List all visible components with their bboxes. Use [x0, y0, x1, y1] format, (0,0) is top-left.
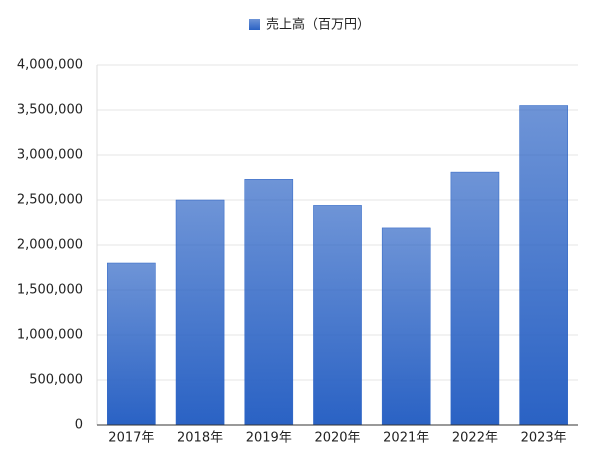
bar: [107, 262, 156, 426]
y-tick-label: 2,500,000: [17, 193, 83, 208]
y-tick-label: 2,000,000: [17, 238, 83, 253]
y-tick-label: 1,000,000: [17, 328, 83, 343]
bar: [313, 205, 362, 426]
y-tick-label: 0: [75, 418, 83, 433]
bar: [519, 105, 568, 426]
legend-label: 売上高（百万円）: [266, 17, 370, 33]
y-tick-label: 3,500,000: [17, 103, 83, 118]
y-tick-label: 500,000: [29, 373, 83, 388]
bar: [450, 171, 500, 426]
x-tick-label: 2017年: [108, 431, 154, 446]
bar: [175, 199, 225, 426]
y-tick-label: 3,000,000: [17, 148, 83, 163]
x-tick-label: 2019年: [246, 431, 292, 446]
x-tick-label: 2021年: [383, 431, 429, 446]
y-tick-label: 4,000,000: [17, 58, 83, 73]
x-tick-label: 2022年: [452, 431, 498, 446]
legend-swatch: [249, 19, 260, 30]
x-tick-label: 2020年: [314, 431, 360, 446]
bar: [244, 179, 294, 426]
x-tick-label: 2023年: [521, 431, 567, 446]
x-tick-label: 2018年: [177, 431, 223, 446]
bar: [381, 227, 431, 426]
y-tick-label: 1,500,000: [17, 283, 83, 298]
